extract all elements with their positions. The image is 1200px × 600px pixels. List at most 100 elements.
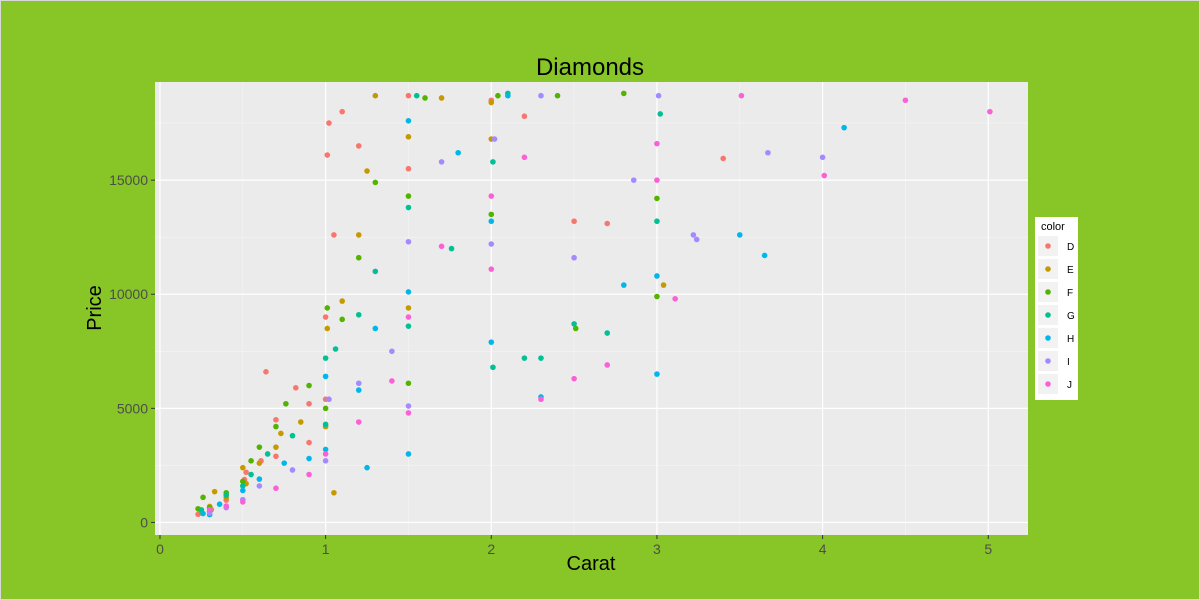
x-axis-title: Carat <box>567 553 616 575</box>
data-point-i <box>655 92 662 99</box>
data-point-h <box>736 232 743 238</box>
data-point-h <box>256 476 263 482</box>
data-point-j <box>355 419 362 425</box>
data-point-i <box>538 92 544 99</box>
data-point-j <box>571 375 577 382</box>
data-point-j <box>987 108 993 115</box>
data-point-j <box>521 154 528 161</box>
data-point-f <box>283 400 289 407</box>
y-axis-title: Price <box>84 285 106 331</box>
data-point-g <box>264 451 271 457</box>
data-point-e <box>355 232 362 238</box>
data-point-i <box>491 136 498 142</box>
data-point-g <box>571 321 577 327</box>
data-point-j <box>273 485 279 492</box>
y-tick-label: 10000 <box>109 286 148 302</box>
legend-label: D <box>1067 242 1074 253</box>
data-point-e <box>339 298 345 304</box>
data-point-j <box>604 362 611 368</box>
data-point-h <box>488 339 495 345</box>
data-point-j <box>672 296 678 302</box>
x-tick-label: 5 <box>984 541 992 557</box>
data-point-h <box>405 451 412 457</box>
data-point-j <box>405 410 412 416</box>
data-point-j <box>902 97 909 104</box>
data-point-d <box>405 92 412 99</box>
legend-keys: D E F G H I J <box>1038 236 1075 394</box>
data-point-d <box>720 155 726 162</box>
data-point-i <box>322 458 329 464</box>
data-point-g <box>490 159 496 165</box>
data-point-h <box>621 282 627 288</box>
data-point-f <box>554 92 561 99</box>
x-tick-label: 3 <box>653 541 661 557</box>
data-point-g <box>654 218 660 225</box>
data-point-i <box>289 467 296 473</box>
data-point-h <box>405 117 412 124</box>
data-point-e <box>488 99 495 106</box>
data-point-j <box>738 92 745 99</box>
legend-key-f <box>1045 289 1051 295</box>
data-point-e <box>438 95 445 101</box>
data-point-i <box>488 241 495 247</box>
data-point-e <box>297 419 304 425</box>
legend-label: G <box>1067 311 1075 322</box>
x-tick-label: 0 <box>156 541 164 557</box>
legend-label: H <box>1067 334 1074 345</box>
data-point-g <box>405 204 412 211</box>
legend-key-i <box>1045 358 1051 364</box>
data-point-h <box>841 124 847 131</box>
data-points <box>195 90 993 518</box>
data-point-e <box>278 430 284 437</box>
data-point-h <box>239 487 246 494</box>
data-point-h <box>372 325 379 332</box>
data-point-e <box>324 325 331 332</box>
data-point-g <box>538 355 544 361</box>
data-point-f <box>256 444 263 450</box>
data-point-i <box>630 177 637 183</box>
data-point-f <box>488 211 495 218</box>
data-point-i <box>405 238 412 245</box>
data-point-e <box>405 305 412 311</box>
data-point-j <box>405 314 412 320</box>
data-point-j <box>488 193 495 199</box>
data-point-h <box>505 92 511 99</box>
data-point-i <box>389 348 395 355</box>
data-point-e <box>405 133 412 140</box>
data-point-g <box>223 492 230 498</box>
data-point-g <box>322 421 329 428</box>
data-point-f <box>248 458 254 464</box>
legend-label: J <box>1067 380 1072 391</box>
data-point-h <box>281 460 288 466</box>
data-point-j <box>206 506 213 513</box>
data-point-g <box>657 111 664 117</box>
x-axis: 0 1 2 3 4 5 <box>156 535 992 557</box>
data-point-h <box>654 273 660 279</box>
data-point-f <box>572 325 579 332</box>
data-point-d <box>355 143 362 149</box>
data-point-i <box>693 236 700 243</box>
data-point-i <box>256 483 263 489</box>
data-point-f <box>322 405 329 412</box>
data-point-d <box>306 400 312 407</box>
minor-gridlines <box>155 82 1028 535</box>
data-point-d <box>339 108 345 115</box>
data-point-g <box>405 323 412 329</box>
data-point-i <box>819 154 826 161</box>
legend-key-h <box>1045 335 1051 341</box>
data-point-h <box>405 289 412 295</box>
data-point-g <box>332 346 339 352</box>
data-point-j <box>389 378 395 384</box>
data-point-e <box>239 464 246 471</box>
data-point-j <box>488 266 495 272</box>
data-point-g <box>490 364 496 371</box>
data-point-h <box>654 371 660 377</box>
legend-key-g <box>1045 312 1051 318</box>
data-point-d <box>324 152 331 158</box>
data-point-j <box>538 396 544 403</box>
data-point-i <box>690 232 697 238</box>
data-point-i <box>355 380 362 387</box>
legend-key-j <box>1045 381 1051 387</box>
data-point-j <box>223 503 230 509</box>
data-point-g <box>239 483 246 489</box>
